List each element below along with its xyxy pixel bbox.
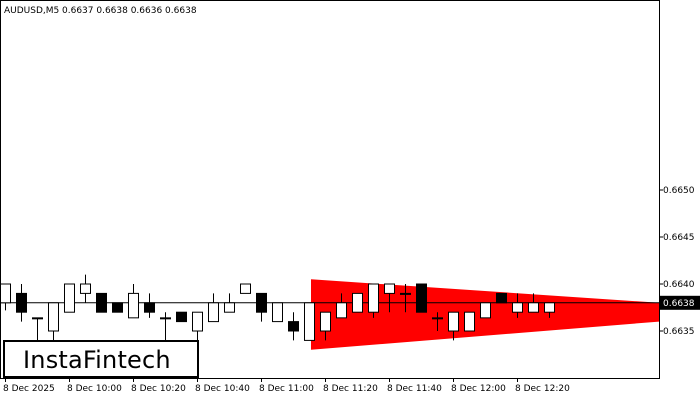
candle xyxy=(80,274,91,303)
candle xyxy=(144,293,155,318)
candle xyxy=(288,312,299,341)
candle-body xyxy=(112,302,123,313)
y-tick-label: 0.6645 xyxy=(663,233,695,243)
candle-body xyxy=(288,321,299,332)
candle-body xyxy=(400,292,411,295)
candle-body xyxy=(240,283,251,294)
candle xyxy=(0,283,11,311)
candles-layer xyxy=(0,274,659,341)
candle xyxy=(240,283,251,294)
candle-body xyxy=(32,317,43,320)
candle-body xyxy=(96,292,107,313)
x-tick-label: 8 Dec 11:00 xyxy=(259,384,314,394)
candle-body xyxy=(304,302,315,341)
candle-body xyxy=(128,292,139,319)
candle xyxy=(224,293,235,313)
candle-body xyxy=(80,283,91,294)
x-axis: 8 Dec 2025 8 Dec 10:00 8 Dec 10:20 8 Dec 10… xyxy=(3,378,570,394)
candle-body xyxy=(464,311,475,332)
candle xyxy=(416,283,427,313)
candle xyxy=(64,283,75,313)
chart-ohlc-values: 0.6637 0.6638 0.6636 0.6638 xyxy=(62,6,197,16)
candle xyxy=(48,302,59,341)
brand-logo-text: InstaFintech xyxy=(23,346,171,374)
candle-body xyxy=(480,302,491,319)
candle-body xyxy=(416,283,427,313)
candle-body xyxy=(224,302,235,313)
candle xyxy=(352,292,363,313)
chart-symbol: AUDUSD,M5 xyxy=(4,6,59,16)
candle-body xyxy=(272,302,283,323)
candle xyxy=(512,293,523,318)
candle xyxy=(192,311,203,341)
y-tick-label: 0.6635 xyxy=(663,327,695,337)
candle-body xyxy=(336,302,347,319)
x-tick-label: 8 Dec 12:00 xyxy=(451,384,506,394)
candle-body xyxy=(496,292,507,304)
candle xyxy=(368,283,379,318)
candle xyxy=(272,302,283,323)
candle-body xyxy=(16,292,27,313)
candle-body xyxy=(512,302,523,313)
candle-body xyxy=(144,302,155,313)
candle-body xyxy=(544,302,555,313)
candle xyxy=(112,302,123,313)
candle xyxy=(256,292,267,322)
candle-body xyxy=(160,317,171,320)
candle-body xyxy=(352,292,363,313)
current-price-label: 0.6638 xyxy=(663,299,695,309)
x-tick-label: 8 Dec 10:00 xyxy=(67,384,122,394)
candle xyxy=(464,311,475,332)
candle-body xyxy=(528,302,539,313)
candle xyxy=(160,312,171,341)
candle-body xyxy=(432,317,443,320)
candle-body xyxy=(208,302,219,323)
y-axis: 0.6650 0.6645 0.6640 0.6635 0.6638 xyxy=(659,186,700,337)
candle xyxy=(384,283,395,313)
candle xyxy=(320,311,331,341)
candle xyxy=(176,311,187,323)
x-tick-label: 8 Dec 2025 xyxy=(3,384,55,394)
candle-body xyxy=(448,311,459,332)
candle xyxy=(128,284,139,319)
candle xyxy=(304,302,315,341)
x-tick-label: 8 Dec 11:20 xyxy=(323,384,378,394)
candle xyxy=(528,293,539,313)
candle-body xyxy=(48,302,59,332)
candle-body xyxy=(384,283,395,294)
x-tick-label: 8 Dec 11:40 xyxy=(387,384,442,394)
candle-body xyxy=(320,311,331,332)
y-tick-label: 0.6640 xyxy=(663,280,695,290)
candle xyxy=(96,292,107,313)
candle-body xyxy=(176,311,187,323)
candle xyxy=(16,284,27,322)
candle xyxy=(400,284,411,313)
candle-body xyxy=(0,283,11,304)
candle-body xyxy=(256,292,267,313)
candle xyxy=(32,317,43,341)
current-price-tag xyxy=(660,295,700,310)
candle xyxy=(480,302,491,319)
x-tick-label: 8 Dec 10:20 xyxy=(131,384,186,394)
brand-logo-box: InstaFintech xyxy=(3,340,199,378)
candle-body xyxy=(64,283,75,313)
x-tick-label: 8 Dec 10:40 xyxy=(195,384,250,394)
candle xyxy=(496,292,507,304)
candle xyxy=(432,312,443,331)
candle xyxy=(448,311,459,341)
y-tick-label: 0.6650 xyxy=(663,186,695,196)
candle xyxy=(544,302,555,318)
candle xyxy=(336,293,347,319)
candle xyxy=(208,293,219,323)
candle-body xyxy=(368,283,379,313)
x-tick-label: 8 Dec 12:20 xyxy=(515,384,570,394)
candle-body xyxy=(192,311,203,332)
